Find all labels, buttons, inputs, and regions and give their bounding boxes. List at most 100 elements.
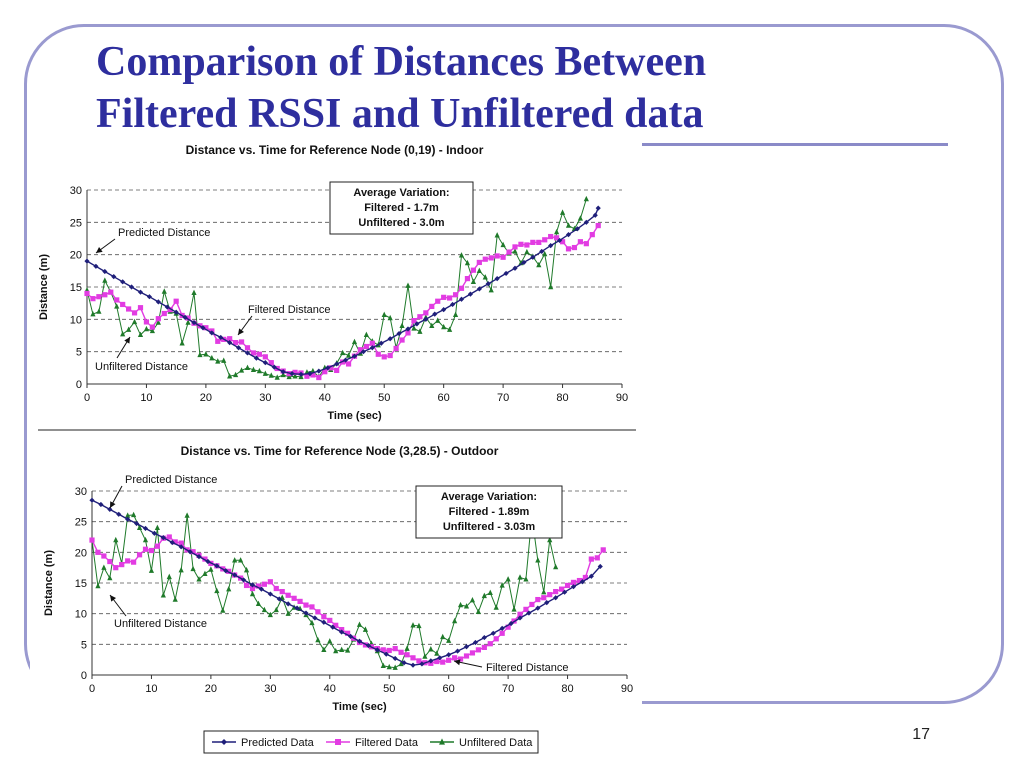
data-point [592,212,598,218]
data-point [535,596,541,603]
data-point [203,325,209,331]
data-point [441,323,447,330]
data-point [232,572,238,578]
data-point [392,655,398,662]
data-point [488,255,494,261]
data-point [454,648,461,654]
data-point [481,592,487,599]
data-point [142,525,149,532]
data-point [357,347,364,353]
data-point [250,350,257,356]
annotation-label: Unfiltered Distance [114,618,207,630]
data-point [160,592,166,598]
data-point [321,614,327,620]
data-point [410,662,416,668]
annotation-label: Unfiltered Distance [95,361,188,373]
data-point [262,370,268,376]
variation-box-line: Unfiltered - 3.0m [358,217,444,229]
data-point [447,295,453,301]
data-point [383,651,389,657]
data-point [309,619,315,626]
annotation-arrowhead [454,659,461,666]
data-point [405,330,411,336]
data-point [517,611,523,617]
data-point [316,374,322,381]
data-point [233,340,239,346]
data-point [328,365,334,371]
data-point [521,259,527,266]
data-point [511,606,517,612]
charts-svg: Distance vs. Time for Reference Node (0,… [38,143,636,754]
data-point [470,267,476,273]
data-point [434,650,440,656]
data-point [149,324,155,330]
data-point [310,372,316,378]
y-axis-label: Distance (m) [43,550,55,616]
variation-box [415,485,563,539]
data-point [429,322,435,328]
data-point [191,289,197,296]
data-point [564,582,571,589]
data-point [297,598,303,604]
data-point [125,512,131,518]
data-point [303,610,309,616]
data-point [102,292,108,298]
legend-label: Filtered Data [355,737,419,749]
data-point [595,205,601,211]
data-point [255,583,262,589]
data-point [597,563,603,570]
data-point [411,318,417,324]
data-point [500,241,506,248]
data-point [500,254,506,260]
data-point [387,352,393,359]
x-tick-label: 30 [259,392,271,404]
data-point [393,345,399,352]
data-point [101,564,107,570]
data-point [322,369,328,375]
slide-title-line-1: Comparison of Distances Between [96,39,707,85]
data-point [423,310,429,316]
data-point [362,626,369,632]
data-point [517,574,523,580]
data-point [315,609,321,615]
legend-swatch-marker [221,739,227,745]
data-point [410,622,416,628]
data-point [351,338,358,345]
data-point [309,604,315,610]
data-point [312,615,318,621]
data-point [96,294,102,300]
data-point [286,373,292,380]
data-point [392,664,398,670]
data-point [307,371,313,377]
data-point [583,195,589,202]
data-point [476,259,482,266]
data-point [541,589,547,595]
y-tick-label: 5 [81,639,87,651]
data-point [417,328,423,334]
data-point [249,585,256,592]
data-point [399,337,405,343]
data-point [554,228,560,235]
data-point [120,331,126,337]
data-point [250,366,257,372]
data-point [289,371,295,377]
data-point [576,577,583,584]
data-point [548,243,554,249]
x-tick-label: 70 [497,392,509,404]
data-point [517,615,523,621]
data-point [203,351,209,357]
data-point [226,585,232,592]
data-point [493,636,499,642]
data-point [440,633,446,640]
data-point [227,340,233,346]
data-point [544,600,550,606]
data-point [113,536,119,543]
data-point [294,605,300,611]
data-point [125,558,131,564]
data-point [187,549,193,555]
x-tick-label: 40 [324,683,336,695]
y-tick-label: 15 [75,578,87,590]
data-point [271,364,277,370]
data-point [347,633,354,639]
data-point [90,310,96,317]
